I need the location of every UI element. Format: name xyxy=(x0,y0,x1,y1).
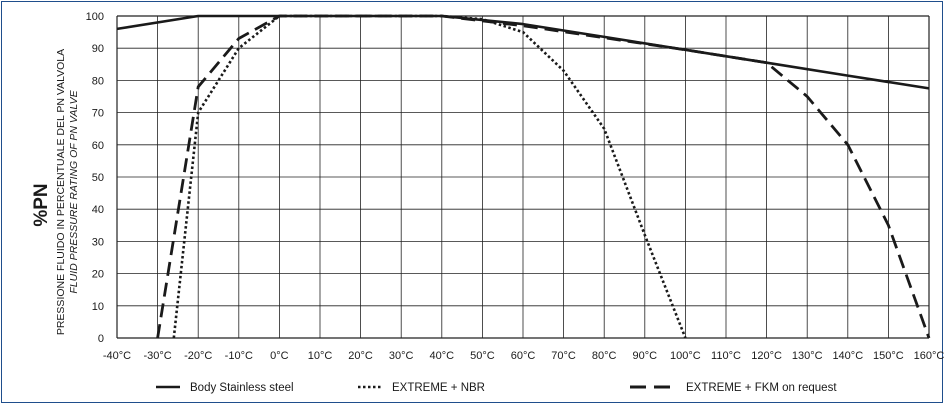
y-tick-label: 60 xyxy=(92,140,104,152)
x-tick-label: 150°C xyxy=(873,350,904,362)
series-line-nbr xyxy=(172,14,687,339)
y-tick-label: 70 xyxy=(92,108,104,120)
series-layer xyxy=(116,14,931,339)
y-tick-label: 80 xyxy=(92,75,104,87)
x-tick-label: 110°C xyxy=(711,350,741,362)
x-tick-label: 90°C xyxy=(633,350,658,362)
y-tick-label: 50 xyxy=(92,172,104,184)
grid xyxy=(116,15,930,339)
legend: Body Stainless steel EXTREME + NBR EXTRE… xyxy=(156,382,837,394)
legend-label-nbr: EXTREME + NBR xyxy=(392,382,485,394)
y-axis-ticks: 0 10 20 30 40 50 60 70 80 90 100 xyxy=(86,11,104,345)
x-tick-label: 160°C xyxy=(914,350,945,362)
y-tick-label: 100 xyxy=(86,11,104,23)
x-tick-label: 100°C xyxy=(670,350,701,362)
x-tick-label: 50°C xyxy=(470,350,495,362)
legend-label-fkm: EXTREME + FKM on request xyxy=(686,382,837,394)
y-tick-label: 10 xyxy=(92,301,104,313)
x-tick-label: -40°C xyxy=(103,350,131,362)
x-tick-label: 30°C xyxy=(389,350,414,362)
x-tick-label: 130°C xyxy=(792,350,823,362)
x-tick-label: 60°C xyxy=(511,350,536,362)
y-tick-label: 20 xyxy=(92,269,104,281)
y-tick-label: 30 xyxy=(92,236,104,248)
y-tick-label: 40 xyxy=(92,204,104,216)
y-tick-label: 90 xyxy=(92,43,104,55)
x-tick-label: 140°C xyxy=(832,350,863,362)
x-tick-label: 120°C xyxy=(751,350,782,362)
x-tick-label: 10°C xyxy=(308,350,333,362)
legend-label-stainless: Body Stainless steel xyxy=(190,382,294,394)
x-tick-label: 70°C xyxy=(551,350,576,362)
x-tick-label: 20°C xyxy=(348,350,373,362)
y-axis-label-en: FLUID PRESSURE RATING OF PN VALVE xyxy=(68,89,80,293)
x-tick-label: -30°C xyxy=(143,350,171,362)
x-tick-label: 80°C xyxy=(592,350,617,362)
x-tick-label: 0°C xyxy=(270,350,289,362)
x-tick-label: -10°C xyxy=(225,350,253,362)
y-axis-label-it: PRESSIONE FLUIDO IN PERCENTUALE DEL PN V… xyxy=(55,49,67,335)
y-axis-title: %PN xyxy=(31,183,52,226)
x-axis-ticks: -40°C -30°C -20°C -10°C 0°C 10°C 20°C 30°C 40°C 5… xyxy=(103,350,945,362)
series-line-fkm xyxy=(156,14,931,339)
y-tick-label: 0 xyxy=(98,333,104,345)
x-tick-label: -20°C xyxy=(184,350,212,362)
x-tick-label: 40°C xyxy=(430,350,455,362)
